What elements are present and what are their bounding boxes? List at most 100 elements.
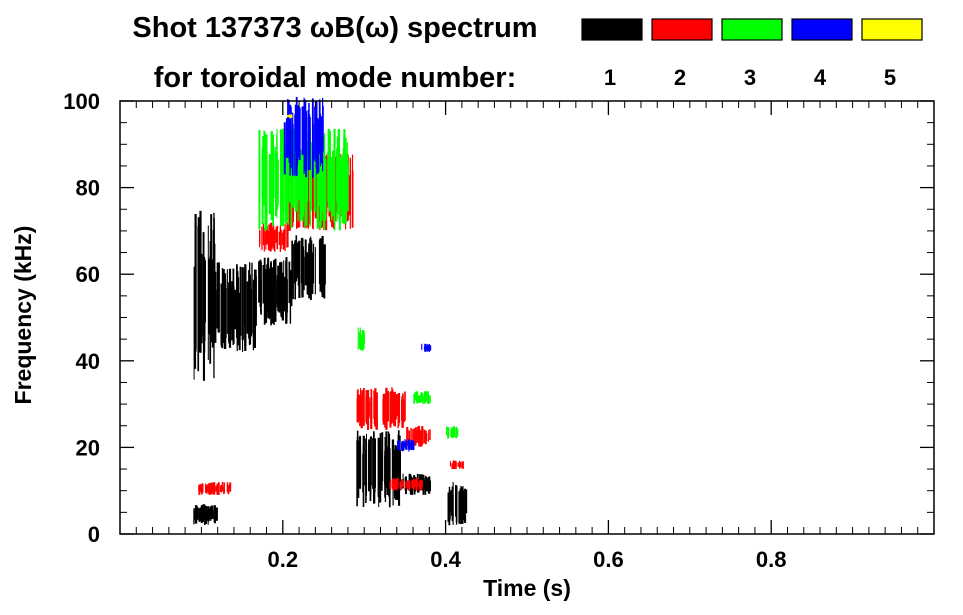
streak (410, 428, 412, 446)
streak (268, 271, 271, 320)
streak (398, 430, 400, 481)
streak (311, 252, 314, 284)
streak (457, 429, 459, 437)
streak (275, 153, 278, 216)
streak (301, 106, 304, 155)
streak (285, 149, 288, 210)
streak (230, 287, 233, 329)
streak (457, 462, 459, 467)
streak (414, 392, 417, 400)
streak (298, 141, 300, 198)
streak (377, 437, 380, 497)
streak (205, 506, 208, 525)
streak (249, 262, 251, 346)
streak (407, 480, 409, 489)
streak (267, 259, 270, 319)
streak (460, 462, 462, 468)
streak (264, 232, 267, 245)
streak (294, 114, 296, 177)
streak (258, 261, 261, 303)
streak (362, 330, 365, 349)
streak (271, 267, 274, 324)
streak (394, 479, 396, 488)
streak (209, 484, 212, 494)
streak (410, 442, 413, 449)
y-tick-label: 40 (76, 349, 100, 374)
streak (244, 267, 247, 347)
streak (198, 220, 200, 353)
streak (427, 393, 429, 403)
streak (412, 481, 415, 489)
streak (309, 142, 312, 211)
streak (283, 260, 285, 308)
y-tick-label: 60 (76, 262, 100, 287)
streak (414, 479, 417, 487)
streak (346, 154, 349, 205)
streak (263, 228, 265, 252)
region-n=2-2 (356, 387, 406, 430)
streak (356, 398, 359, 422)
streak (408, 440, 410, 452)
streak (458, 460, 461, 469)
streak (206, 485, 208, 495)
streak (207, 506, 210, 522)
streak (203, 504, 206, 526)
streak (362, 388, 365, 426)
streak (367, 442, 370, 492)
streak (286, 225, 289, 248)
streak (411, 479, 414, 489)
streak (200, 253, 203, 344)
region-n=1-7 (447, 482, 468, 526)
streak (211, 482, 213, 493)
streak (373, 391, 375, 424)
streak (270, 222, 273, 249)
streak (453, 462, 457, 469)
streak (313, 143, 316, 196)
streak (447, 427, 449, 439)
streak (406, 432, 408, 443)
streak (291, 248, 294, 287)
x-axis-label: Time (s) (483, 575, 571, 601)
streak (414, 431, 417, 446)
streak (404, 391, 406, 421)
streak (463, 494, 466, 513)
streak (207, 484, 209, 491)
streak (416, 429, 419, 441)
streak (389, 481, 391, 490)
axis-ticks: 0.2 0.4 0.6 0.8 0 20 40 60 80 100 (63, 89, 934, 572)
streak (451, 486, 454, 521)
streak (198, 484, 201, 495)
y-axis-label: Frequency (kHz) (10, 226, 36, 405)
streak (460, 485, 462, 512)
streak (266, 226, 268, 244)
streak (396, 445, 398, 487)
streak (214, 506, 216, 524)
legend-swatch-4 (791, 18, 853, 41)
streak (428, 346, 431, 350)
x-tick-label: 0.8 (756, 547, 787, 572)
streak (287, 99, 289, 159)
spectrum-data (193, 96, 468, 526)
streak (288, 114, 290, 118)
streak (365, 397, 368, 423)
streak (429, 395, 431, 404)
streak (262, 223, 264, 246)
streak (298, 246, 300, 280)
region-n=4-1 (397, 439, 415, 452)
streak (325, 158, 327, 221)
streak (426, 433, 428, 442)
streak (365, 449, 367, 487)
streak (273, 260, 275, 319)
streak (390, 391, 392, 423)
streak (210, 214, 213, 343)
streak (310, 240, 313, 279)
streak (312, 178, 314, 230)
streak (387, 391, 389, 422)
streak (302, 159, 304, 211)
streak (199, 484, 201, 492)
streak (393, 479, 396, 487)
streak (336, 136, 339, 220)
streak (308, 245, 310, 282)
legend-swatch-5 (861, 18, 923, 41)
streak (401, 479, 403, 488)
